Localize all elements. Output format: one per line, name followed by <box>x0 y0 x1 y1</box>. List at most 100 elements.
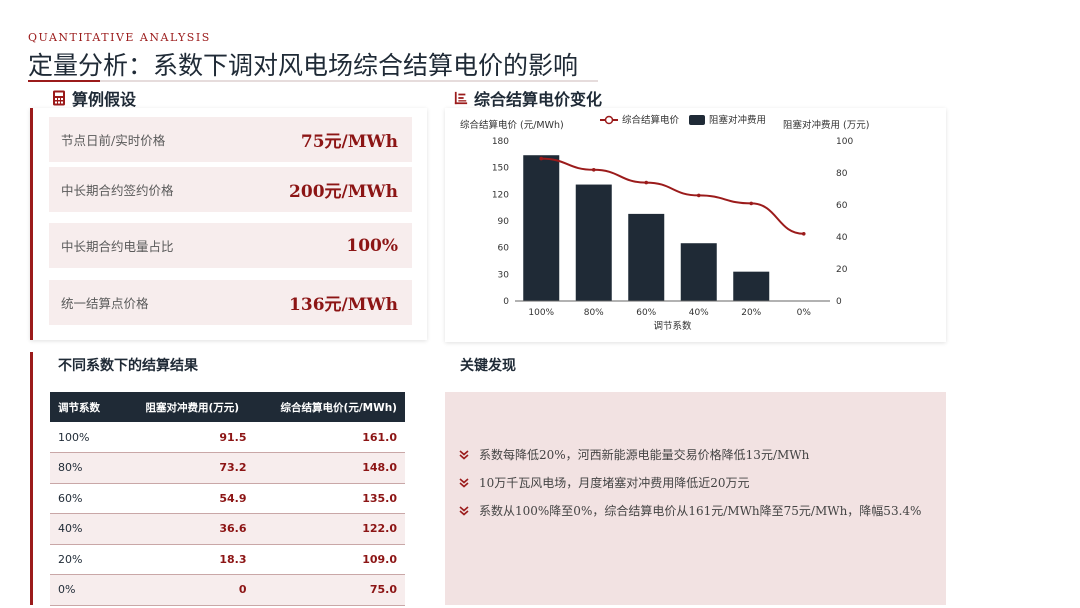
assumption-value: 200元/MWh <box>289 182 398 202</box>
table-row: 80% 73.2 148.0 <box>50 452 405 484</box>
assumption-row: 中长期合约签约价格 200元/MWh <box>49 167 412 212</box>
bar-chart-icon <box>454 91 468 105</box>
double-chevron-down-icon <box>459 449 469 460</box>
y-left-tick-label: 180 <box>492 137 509 147</box>
hedging-cost-cell: 54.9 <box>130 483 255 514</box>
finding-text: 系数每降低20%，河西新能源电能量交易价格降低13元/MWh <box>479 448 810 462</box>
line-point <box>539 156 544 161</box>
column-header: 调节系数 <box>50 392 130 422</box>
y-right-tick-label: 20 <box>836 265 848 275</box>
finding-item: 系数从100%降至0%，综合结算电价从161元/MWh降至75元/MWh，降幅5… <box>459 502 921 519</box>
column-header: 阻塞对冲费用(万元) <box>130 392 255 422</box>
y-left-tick-label: 0 <box>503 297 509 307</box>
chart-legend: 综合结算电价 阻塞对冲费用 <box>600 114 766 126</box>
coefficient-cell: 0% <box>50 574 130 606</box>
combo-chart: 0 30 60 90 120 150 180 0 20 40 60 80 100 100% 80% 60% 40… <box>460 114 869 332</box>
legend-line-marker <box>604 115 614 125</box>
settlement-price-cell: 75.0 <box>254 574 405 606</box>
y-left-tick-label: 120 <box>492 190 509 200</box>
chart-heading: 综合结算电价变化 <box>454 86 602 110</box>
coefficient-cell: 60% <box>50 483 130 514</box>
settlement-price-cell: 161.0 <box>254 422 405 453</box>
section-kicker: QUANTITATIVE ANALYSIS <box>28 31 211 44</box>
bar <box>575 184 612 301</box>
x-tick-label: 100% <box>528 308 554 318</box>
double-chevron-down-icon <box>459 505 469 516</box>
assumptions-panel: 节点日前/实时价格 75元/MWh 中长期合约签约价格 200元/MWh 中长期… <box>30 108 427 340</box>
line-point <box>591 168 596 172</box>
assumption-label: 中长期合约签约价格 <box>61 183 174 198</box>
y-right-tick-label: 60 <box>836 201 848 211</box>
assumption-label: 节点日前/实时价格 <box>61 133 166 148</box>
assumption-label: 统一结算点价格 <box>61 296 149 311</box>
bar <box>733 271 770 301</box>
hedging-cost-cell: 0 <box>130 574 255 606</box>
results-table: 调节系数 阻塞对冲费用(万元) 综合结算电价(元/MWh) 100% 91.5 … <box>50 392 405 606</box>
table-row: 20% 18.3 109.0 <box>50 544 405 575</box>
coefficient-cell: 80% <box>50 452 130 484</box>
assumption-value: 136元/MWh <box>289 295 398 315</box>
findings-panel: 系数每降低20%，河西新能源电能量交易价格降低13元/MWh 10万千瓦风电场，… <box>445 392 946 605</box>
x-tick-label: 20% <box>741 308 761 318</box>
assumption-label: 中长期合约电量占比 <box>61 239 174 254</box>
y-left-axis-title: 综合结算电价 (元/MWh) <box>460 119 564 131</box>
settlement-price-cell: 122.0 <box>254 513 405 545</box>
results-panel: 不同系数下的结算结果 调节系数 阻塞对冲费用(万元) 综合结算电价(元/MWh)… <box>30 352 427 606</box>
results-heading: 不同系数下的结算结果 <box>58 358 198 374</box>
assumption-value: 75元/MWh <box>300 132 398 152</box>
coefficient-cell: 20% <box>50 544 130 575</box>
x-tick-label: 60% <box>636 308 656 318</box>
chart-panel: 0 30 60 90 120 150 180 0 20 40 60 80 100 100% 80% 60% 40… <box>445 108 946 342</box>
double-chevron-down-icon <box>459 477 469 488</box>
assumptions-heading-label: 算例假设 <box>72 90 137 109</box>
settlement-price-cell: 135.0 <box>254 483 405 514</box>
table-row: 100% 91.5 161.0 <box>50 422 405 453</box>
y-right-tick-label: 40 <box>836 233 848 243</box>
y-left-tick-label: 30 <box>498 270 510 280</box>
hedging-cost-cell: 36.6 <box>130 513 255 545</box>
y-right-tick-label: 80 <box>836 169 848 179</box>
y-left-tick-label: 150 <box>492 164 509 174</box>
line-point <box>696 193 701 198</box>
line-point <box>644 180 649 185</box>
hedging-cost-cell: 91.5 <box>130 422 255 453</box>
accent-bar <box>30 108 33 340</box>
legend-label: 综合结算电价 <box>622 114 680 126</box>
legend-bar-swatch <box>689 115 705 125</box>
coefficient-cell: 100% <box>50 422 130 453</box>
bar <box>680 243 717 301</box>
accent-bar <box>30 352 33 605</box>
table-header-row: 调节系数 阻塞对冲费用(万元) 综合结算电价(元/MWh) <box>50 392 405 422</box>
bar <box>628 213 665 301</box>
page-title: 定量分析：系数下调对风电场综合结算电价的影响 <box>28 51 579 80</box>
legend-label: 阻塞对冲费用 <box>709 114 766 126</box>
title-divider <box>28 80 598 82</box>
y-right-tick-label: 0 <box>836 297 842 307</box>
findings-heading: 关键发现 <box>460 358 516 374</box>
x-tick-label: 80% <box>584 308 604 318</box>
hedging-cost-cell: 73.2 <box>130 452 255 484</box>
bar <box>523 155 560 301</box>
finding-item: 10万千瓦风电场，月度堵塞对冲费用降低近20万元 <box>459 474 750 491</box>
assumption-value: 100% <box>346 235 398 256</box>
x-axis-title: 调节系数 <box>653 320 692 332</box>
hedging-cost-cell: 18.3 <box>130 544 255 575</box>
settlement-price-cell: 148.0 <box>254 452 405 484</box>
line-point <box>749 201 754 206</box>
assumption-row: 节点日前/实时价格 75元/MWh <box>49 117 412 162</box>
table-row: 60% 54.9 135.0 <box>50 483 405 514</box>
finding-item: 系数每降低20%，河西新能源电能量交易价格降低13元/MWh <box>459 446 809 463</box>
calculator-icon <box>53 90 65 106</box>
column-header: 综合结算电价(元/MWh) <box>254 392 405 422</box>
y-right-tick-label: 100 <box>836 137 853 147</box>
y-left-tick-label: 60 <box>498 244 510 254</box>
table-row: 40% 36.6 122.0 <box>50 513 405 545</box>
table-row: 0% 0 75.0 <box>50 574 405 606</box>
settlement-price-cell: 109.0 <box>254 544 405 575</box>
finding-text: 系数从100%降至0%，综合结算电价从161元/MWh降至75元/MWh，降幅5… <box>479 504 922 518</box>
coefficient-cell: 40% <box>50 513 130 545</box>
x-tick-label: 40% <box>689 308 709 318</box>
finding-text: 10万千瓦风电场，月度堵塞对冲费用降低近20万元 <box>479 476 750 490</box>
chart-heading-label: 综合结算电价变化 <box>474 90 603 109</box>
assumption-row: 统一结算点价格 136元/MWh <box>49 280 412 325</box>
